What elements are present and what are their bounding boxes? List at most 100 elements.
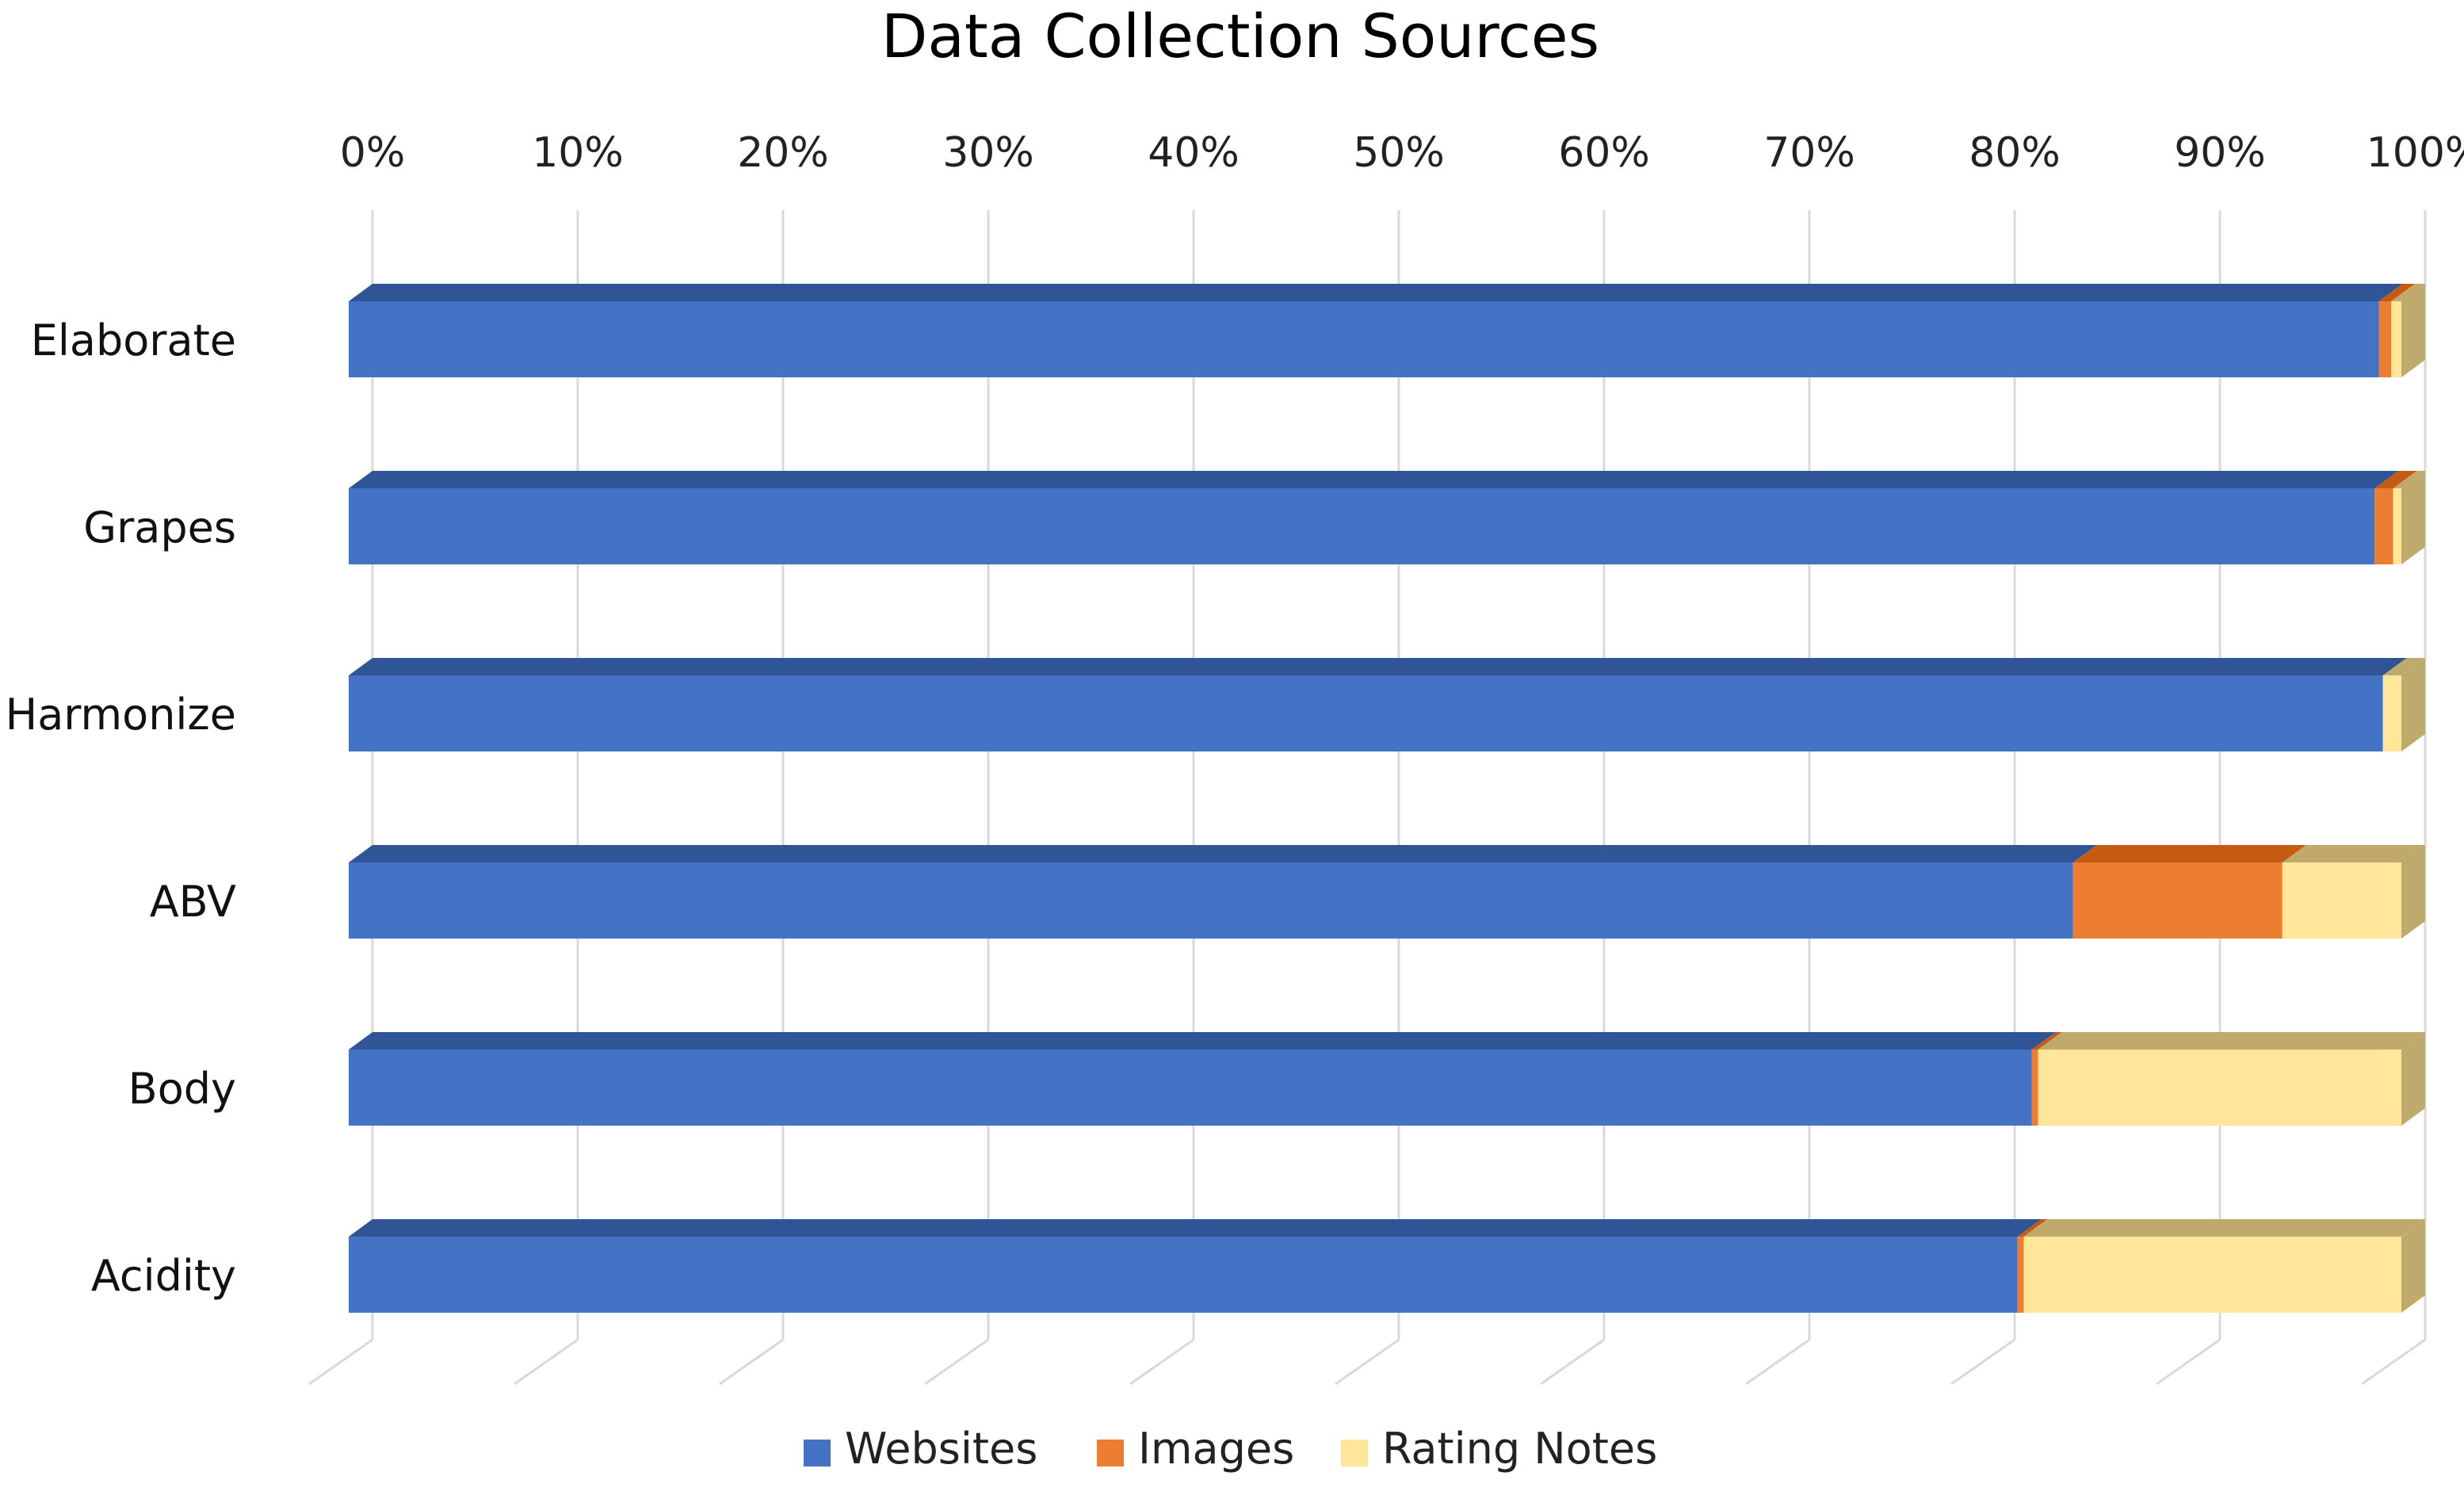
bar-top-face [2282,845,2425,862]
x-tick-label: 50% [1353,129,1445,177]
floor-line-3 [924,1338,989,1386]
category-labels: Elaborate Grapes Harmonize ABV Body Acidity [6,315,236,1301]
bar-abv-websites [349,845,2097,939]
bar-front-face [2038,1050,2401,1126]
bar-side-face [2401,1032,2425,1126]
bar-top-face [2017,1219,2048,1237]
floor-line-1 [514,1338,579,1386]
floor-line-8 [1950,1338,2015,1386]
bar-front-face [349,675,2383,751]
bar-grapes-images [2374,471,2417,564]
bar-acidity-rating-notes [2023,1219,2425,1313]
bar-top-face [2378,284,2416,301]
x-tick-label: 100% [2367,129,2464,177]
x-tick-label: 10% [532,129,624,177]
legend-label: Websites [845,1424,1037,1474]
x-tick-label: 20% [737,129,829,177]
bar-front-face [2023,1237,2401,1313]
bar-grapes-rating-notes [2393,471,2425,564]
bar-top-face [349,845,2097,862]
legend-label: Rating Notes [1382,1424,1657,1474]
x-tick-label: 60% [1558,129,1650,177]
floor-line-2 [719,1338,784,1386]
legend-item-websites: Websites [804,1424,1037,1474]
bar-top-face [349,1032,2056,1050]
bar-front-face [349,301,2379,377]
bar-side-face [2401,1219,2425,1313]
bar-body-images [2031,1032,2062,1126]
bar-front-face [349,1050,2032,1126]
bar-elaborate-websites [349,284,2403,377]
bar-front-face [2374,488,2393,564]
legend-item-images: Images [1097,1424,1294,1474]
bar-grapes-websites [349,471,2399,564]
bar-body-rating-notes [2038,1032,2425,1126]
bar-top-face [349,471,2399,488]
bar-front-face [349,488,2375,564]
floor-line-4 [1129,1338,1194,1386]
x-axis-ticks: 0% 10% 20% 30% 40% 50% 60% 70% 80% 90% 100% [340,129,2464,177]
bar-top-face [349,1219,2042,1237]
floor-line-9 [2156,1338,2221,1386]
bar-top-face [2382,658,2425,675]
bar-top-face [2038,1032,2425,1050]
bar-side-face [2401,471,2425,564]
bar-top-face [2031,1032,2062,1050]
floor-line-7 [1745,1338,1810,1386]
chart-title: Data Collection Sources [881,1,1599,71]
bar-top-face [2072,845,2306,862]
bar-top-face [2023,1219,2425,1237]
category-label: Elaborate [31,315,236,365]
floor-line-5 [1335,1338,1400,1386]
x-tick-label: 80% [1969,129,2061,177]
x-tick-label: 70% [1763,129,1855,177]
category-label: Grapes [83,503,236,553]
bar-side-face [2401,284,2425,377]
legend-swatch [804,1440,831,1466]
bar-harmonize-websites [349,658,2407,751]
legend-swatch [1097,1440,1124,1466]
bar-front-face [2072,862,2283,939]
bar-front-face [2017,1237,2024,1313]
category-label: Body [128,1064,236,1114]
bars [349,284,2425,1313]
bar-acidity-images [2017,1219,2048,1313]
legend: Websites Images Rating Notes [804,1424,1657,1474]
legend-item-rating-notes: Rating Notes [1341,1424,1657,1474]
legend-label: Images [1138,1424,1294,1474]
bar-top-face [349,658,2407,675]
bar-abv-rating-notes [2282,845,2425,939]
bar-acidity-websites [349,1219,2042,1313]
bar-side-face [2401,845,2425,939]
bar-elaborate-images [2378,284,2416,377]
bar-front-face [2393,488,2401,564]
bar-top-face [2374,471,2417,488]
x-tick-label: 40% [1148,129,1240,177]
bar-top-face [2391,284,2425,301]
category-label: ABV [150,877,236,927]
bar-front-face [2031,1050,2038,1126]
bar-abv-images [2072,845,2306,939]
floor-line-6 [1540,1338,1605,1386]
gridlines [308,210,2427,1386]
bar-body-websites [349,1032,2056,1126]
category-label: Harmonize [6,690,236,740]
bar-front-face [2282,862,2401,939]
bar-front-face [2391,301,2401,377]
bar-side-face [2401,658,2425,751]
floor-line-10 [2361,1338,2426,1386]
category-label: Acidity [91,1251,236,1301]
legend-swatch [1341,1440,1368,1466]
bar-front-face [2382,675,2401,751]
x-tick-label: 0% [340,129,406,177]
floor-line-0 [308,1338,373,1386]
bar-front-face [2378,301,2392,377]
bar-harmonize-rating-notes [2382,658,2425,751]
bar-elaborate-rating-notes [2391,284,2425,377]
bar-front-face [349,862,2073,939]
x-tick-label: 30% [942,129,1034,177]
bar-front-face [349,1237,2018,1313]
x-tick-label: 90% [2174,129,2266,177]
